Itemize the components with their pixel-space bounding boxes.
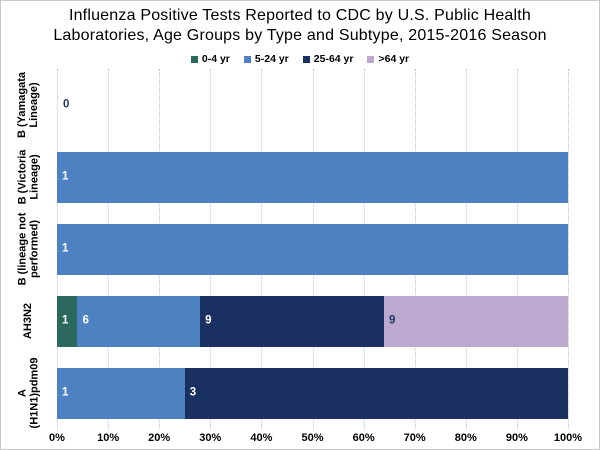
legend-swatch-icon: [367, 55, 375, 63]
legend-swatch-icon: [190, 55, 198, 63]
x-axis-tick: 70%: [403, 432, 426, 444]
legend-label: 0-4 yr: [201, 53, 230, 65]
segment-value-label: 1: [62, 314, 69, 327]
segment-value-label: 1: [62, 170, 69, 183]
bar-segment: [57, 151, 568, 203]
chart-title-line-1: Influenza Positive Tests Reported to CDC…: [68, 7, 532, 24]
x-axis-tick: 50%: [301, 432, 324, 444]
bar-row: [57, 295, 568, 347]
x-axis-tick: 100%: [553, 432, 583, 444]
chart-title-line-2: Laboratories, Age Groups by Type and Sub…: [53, 26, 547, 44]
category-label-text: A (H1N1)pdm09: [16, 357, 40, 429]
x-axis-tick: 0%: [49, 432, 65, 444]
x-axis-tick: 80%: [454, 432, 477, 444]
x-axis-tick: 60%: [352, 432, 375, 444]
bar-segment: [57, 223, 568, 275]
segment-value-label: 9: [389, 314, 396, 327]
x-axis-tick: 40%: [250, 432, 273, 444]
legend-swatch-icon: [243, 55, 251, 63]
segment-value-label: 3: [189, 386, 197, 399]
bar-segment: [200, 295, 385, 347]
x-axis-tick: 90%: [505, 432, 528, 444]
y-axis-category-labels: B (Yamagata Lineage) B (Victoria Lineage)…: [1, 69, 55, 429]
category-label-text: AH3N2: [21, 302, 34, 340]
segment-value-label: 1: [62, 242, 69, 255]
legend-label: 5-24 yr: [254, 53, 289, 65]
legend-item--64-yr: >64 yr: [367, 53, 409, 65]
bar-segment: [57, 367, 185, 419]
legend-label: >64 yr: [378, 53, 410, 65]
chart-title: Influenza Positive Tests Reported to CDC…: [1, 6, 599, 45]
legend-item-5-24-yr: 5-24 yr: [243, 53, 289, 65]
legend-swatch-icon: [302, 55, 310, 63]
bar-segment: [184, 367, 568, 419]
zero-value-label: 0: [63, 98, 70, 111]
category-label: A (H1N1)pdm09: [1, 357, 55, 429]
bar-row: [57, 80, 568, 131]
category-label-text: B (Victoria Lineage): [16, 149, 40, 205]
bar-segment: [57, 295, 78, 347]
segment-value-label: 1: [62, 386, 69, 399]
category-label-text: B (lineage not performed): [16, 212, 41, 286]
bar-segment: [77, 295, 201, 347]
category-label: B (Yamagata Lineage): [1, 69, 55, 141]
category-label: B (Victoria Lineage): [1, 141, 55, 213]
legend-item-25-64-yr: 25-64 yr: [302, 53, 354, 65]
gridline: [568, 69, 569, 429]
x-axis-tick: 20%: [148, 432, 171, 444]
legend-label: 25-64 yr: [313, 53, 354, 65]
legend-item-0-4-yr: 0-4 yr: [190, 53, 230, 65]
segment-value-label: 9: [205, 314, 212, 327]
segment-value-label: 6: [82, 314, 89, 327]
bar-segment: [384, 295, 568, 347]
category-label-text: B (Yamagata Lineage): [16, 71, 40, 139]
category-label: B (lineage not performed): [1, 212, 55, 286]
category-label: AH3N2: [1, 285, 55, 357]
bar-row: [57, 223, 568, 275]
chart-legend: 0-4 yr 5-24 yr 25-64 yr >64 yr: [1, 52, 599, 66]
x-axis-tick-labels: 0% 10% 20% 30% 40% 50% 60% 70% 80% 90% 100%: [49, 432, 582, 447]
bar-row: [57, 151, 568, 203]
x-axis-tick: 10%: [97, 432, 120, 444]
x-axis-tick: 30%: [199, 432, 222, 444]
bar-row: [57, 367, 568, 419]
